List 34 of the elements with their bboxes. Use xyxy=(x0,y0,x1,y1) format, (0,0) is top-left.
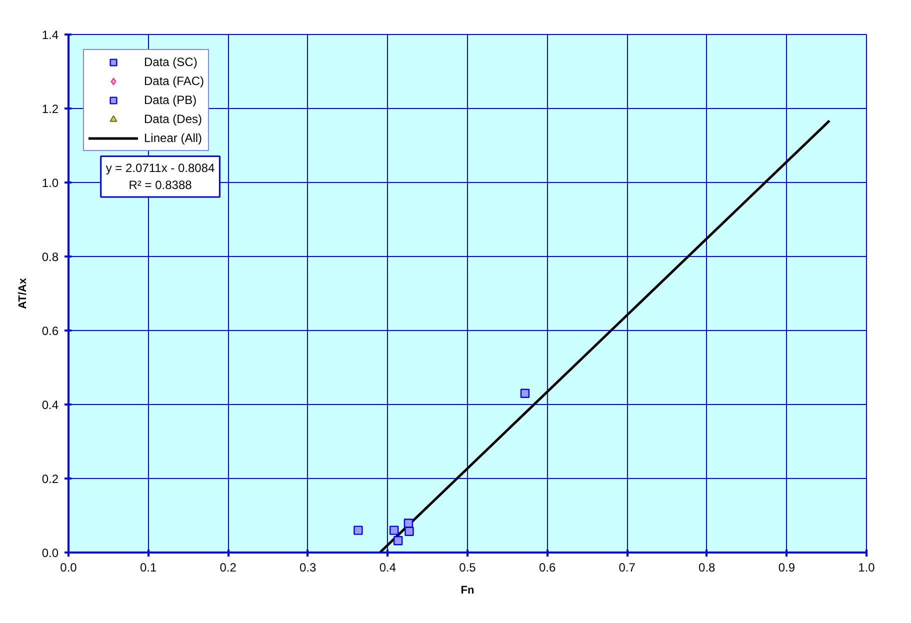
legend-label: Data (Des) xyxy=(144,111,202,127)
x-tick-label: 0.2 xyxy=(220,560,237,574)
point xyxy=(404,526,414,536)
x-tick-label: 0.4 xyxy=(379,560,396,574)
y-tick-label: 0.6 xyxy=(42,324,59,338)
point xyxy=(520,388,530,398)
x-tick-label: 0.7 xyxy=(618,560,636,574)
legend-label: Linear (All) xyxy=(144,130,202,146)
y-tick-label: 1.4 xyxy=(42,28,59,42)
legend-label: Data (FAC) xyxy=(144,73,204,89)
y-tick-label: 1.2 xyxy=(42,102,59,116)
x-tick-label: 0.9 xyxy=(778,560,796,574)
y-axis-title: AT/Ax xyxy=(16,277,29,309)
y-tick-label: 1.0 xyxy=(42,176,59,190)
point xyxy=(354,526,363,535)
x-tick-label: 0.1 xyxy=(140,560,157,574)
point xyxy=(389,526,399,535)
point xyxy=(393,536,403,546)
x-tick-label: 0.0 xyxy=(60,560,78,574)
x-axis-title: Fn xyxy=(460,584,474,596)
y-tick-label: 0.0 xyxy=(42,546,59,560)
legend-label: Data (PB) xyxy=(144,92,197,108)
x-tick-label: 0.5 xyxy=(459,560,476,574)
x-tick-label: 0.6 xyxy=(538,560,556,574)
annotation: y = 2.0711x - 0.8084 xyxy=(106,161,216,176)
y-tick-label: 0.2 xyxy=(42,472,59,486)
x-tick-label: 1.0 xyxy=(858,560,876,574)
y-tick-label: 0.4 xyxy=(42,398,59,412)
y-tick-label: 0.8 xyxy=(42,250,59,264)
point xyxy=(404,518,414,528)
legend-label: Data (SC) xyxy=(144,54,198,70)
x-tick-label: 0.3 xyxy=(300,560,317,574)
annotation: R² = 0.8388 xyxy=(128,178,192,192)
x-tick-label: 0.8 xyxy=(698,560,716,574)
